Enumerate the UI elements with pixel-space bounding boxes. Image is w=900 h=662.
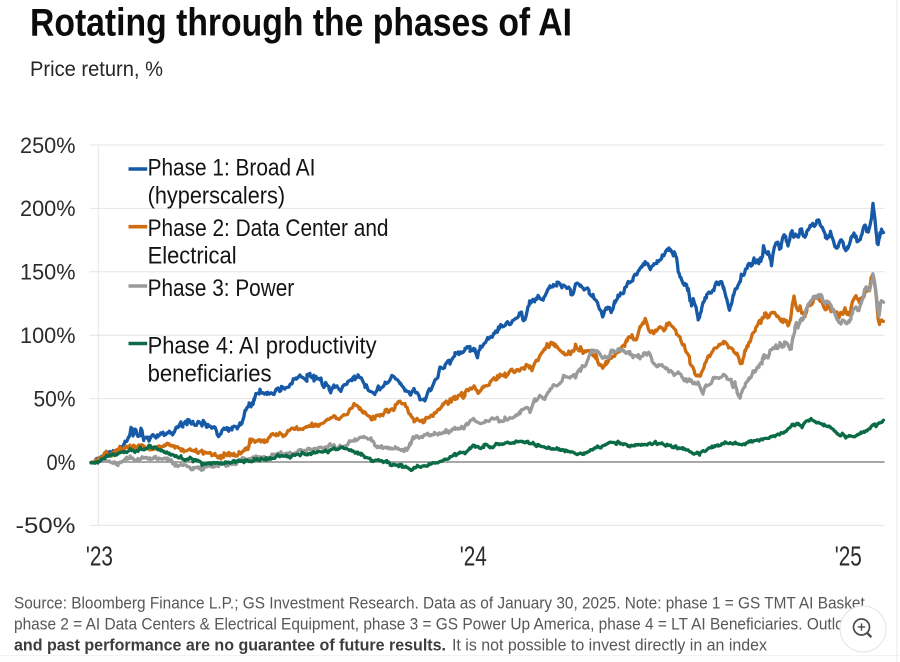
svg-text:It is not possible to invest d: It is not possible to invest directly in… xyxy=(452,635,767,654)
svg-text:'25: '25 xyxy=(835,540,862,571)
svg-text:Price return, %: Price return, % xyxy=(30,58,163,81)
svg-text:50%: 50% xyxy=(34,386,76,411)
svg-text:100%: 100% xyxy=(20,323,76,348)
svg-text:150%: 150% xyxy=(20,260,76,285)
svg-text:-50%: -50% xyxy=(16,513,76,538)
svg-text:200%: 200% xyxy=(20,196,76,221)
svg-text:'23: '23 xyxy=(86,540,113,571)
svg-text:'24: '24 xyxy=(460,540,487,571)
svg-text:Phase 1: Broad AI: Phase 1: Broad AI xyxy=(148,155,316,182)
svg-text:and past performance are no gu: and past performance are no guarantee of… xyxy=(14,635,446,654)
svg-text:(hyperscalers): (hyperscalers) xyxy=(148,183,286,210)
svg-text:phase 2 = AI Data Centers & El: phase 2 = AI Data Centers & Electrical E… xyxy=(14,614,860,633)
svg-text:Electrical: Electrical xyxy=(148,242,237,269)
svg-text:Source: Bloomberg Finance L.P.: Source: Bloomberg Finance L.P.; GS Inves… xyxy=(14,593,869,612)
svg-text:Phase 3: Power: Phase 3: Power xyxy=(148,275,295,302)
svg-text:0%: 0% xyxy=(47,450,76,475)
svg-text:beneficiaries: beneficiaries xyxy=(148,361,272,388)
svg-text:Phase 4: AI productivity: Phase 4: AI productivity xyxy=(148,332,378,359)
svg-text:Rotating through the phases of: Rotating through the phases of AI xyxy=(30,2,572,45)
svg-text:Phase 2: Data Center and: Phase 2: Data Center and xyxy=(148,215,389,242)
svg-text:250%: 250% xyxy=(20,133,76,158)
